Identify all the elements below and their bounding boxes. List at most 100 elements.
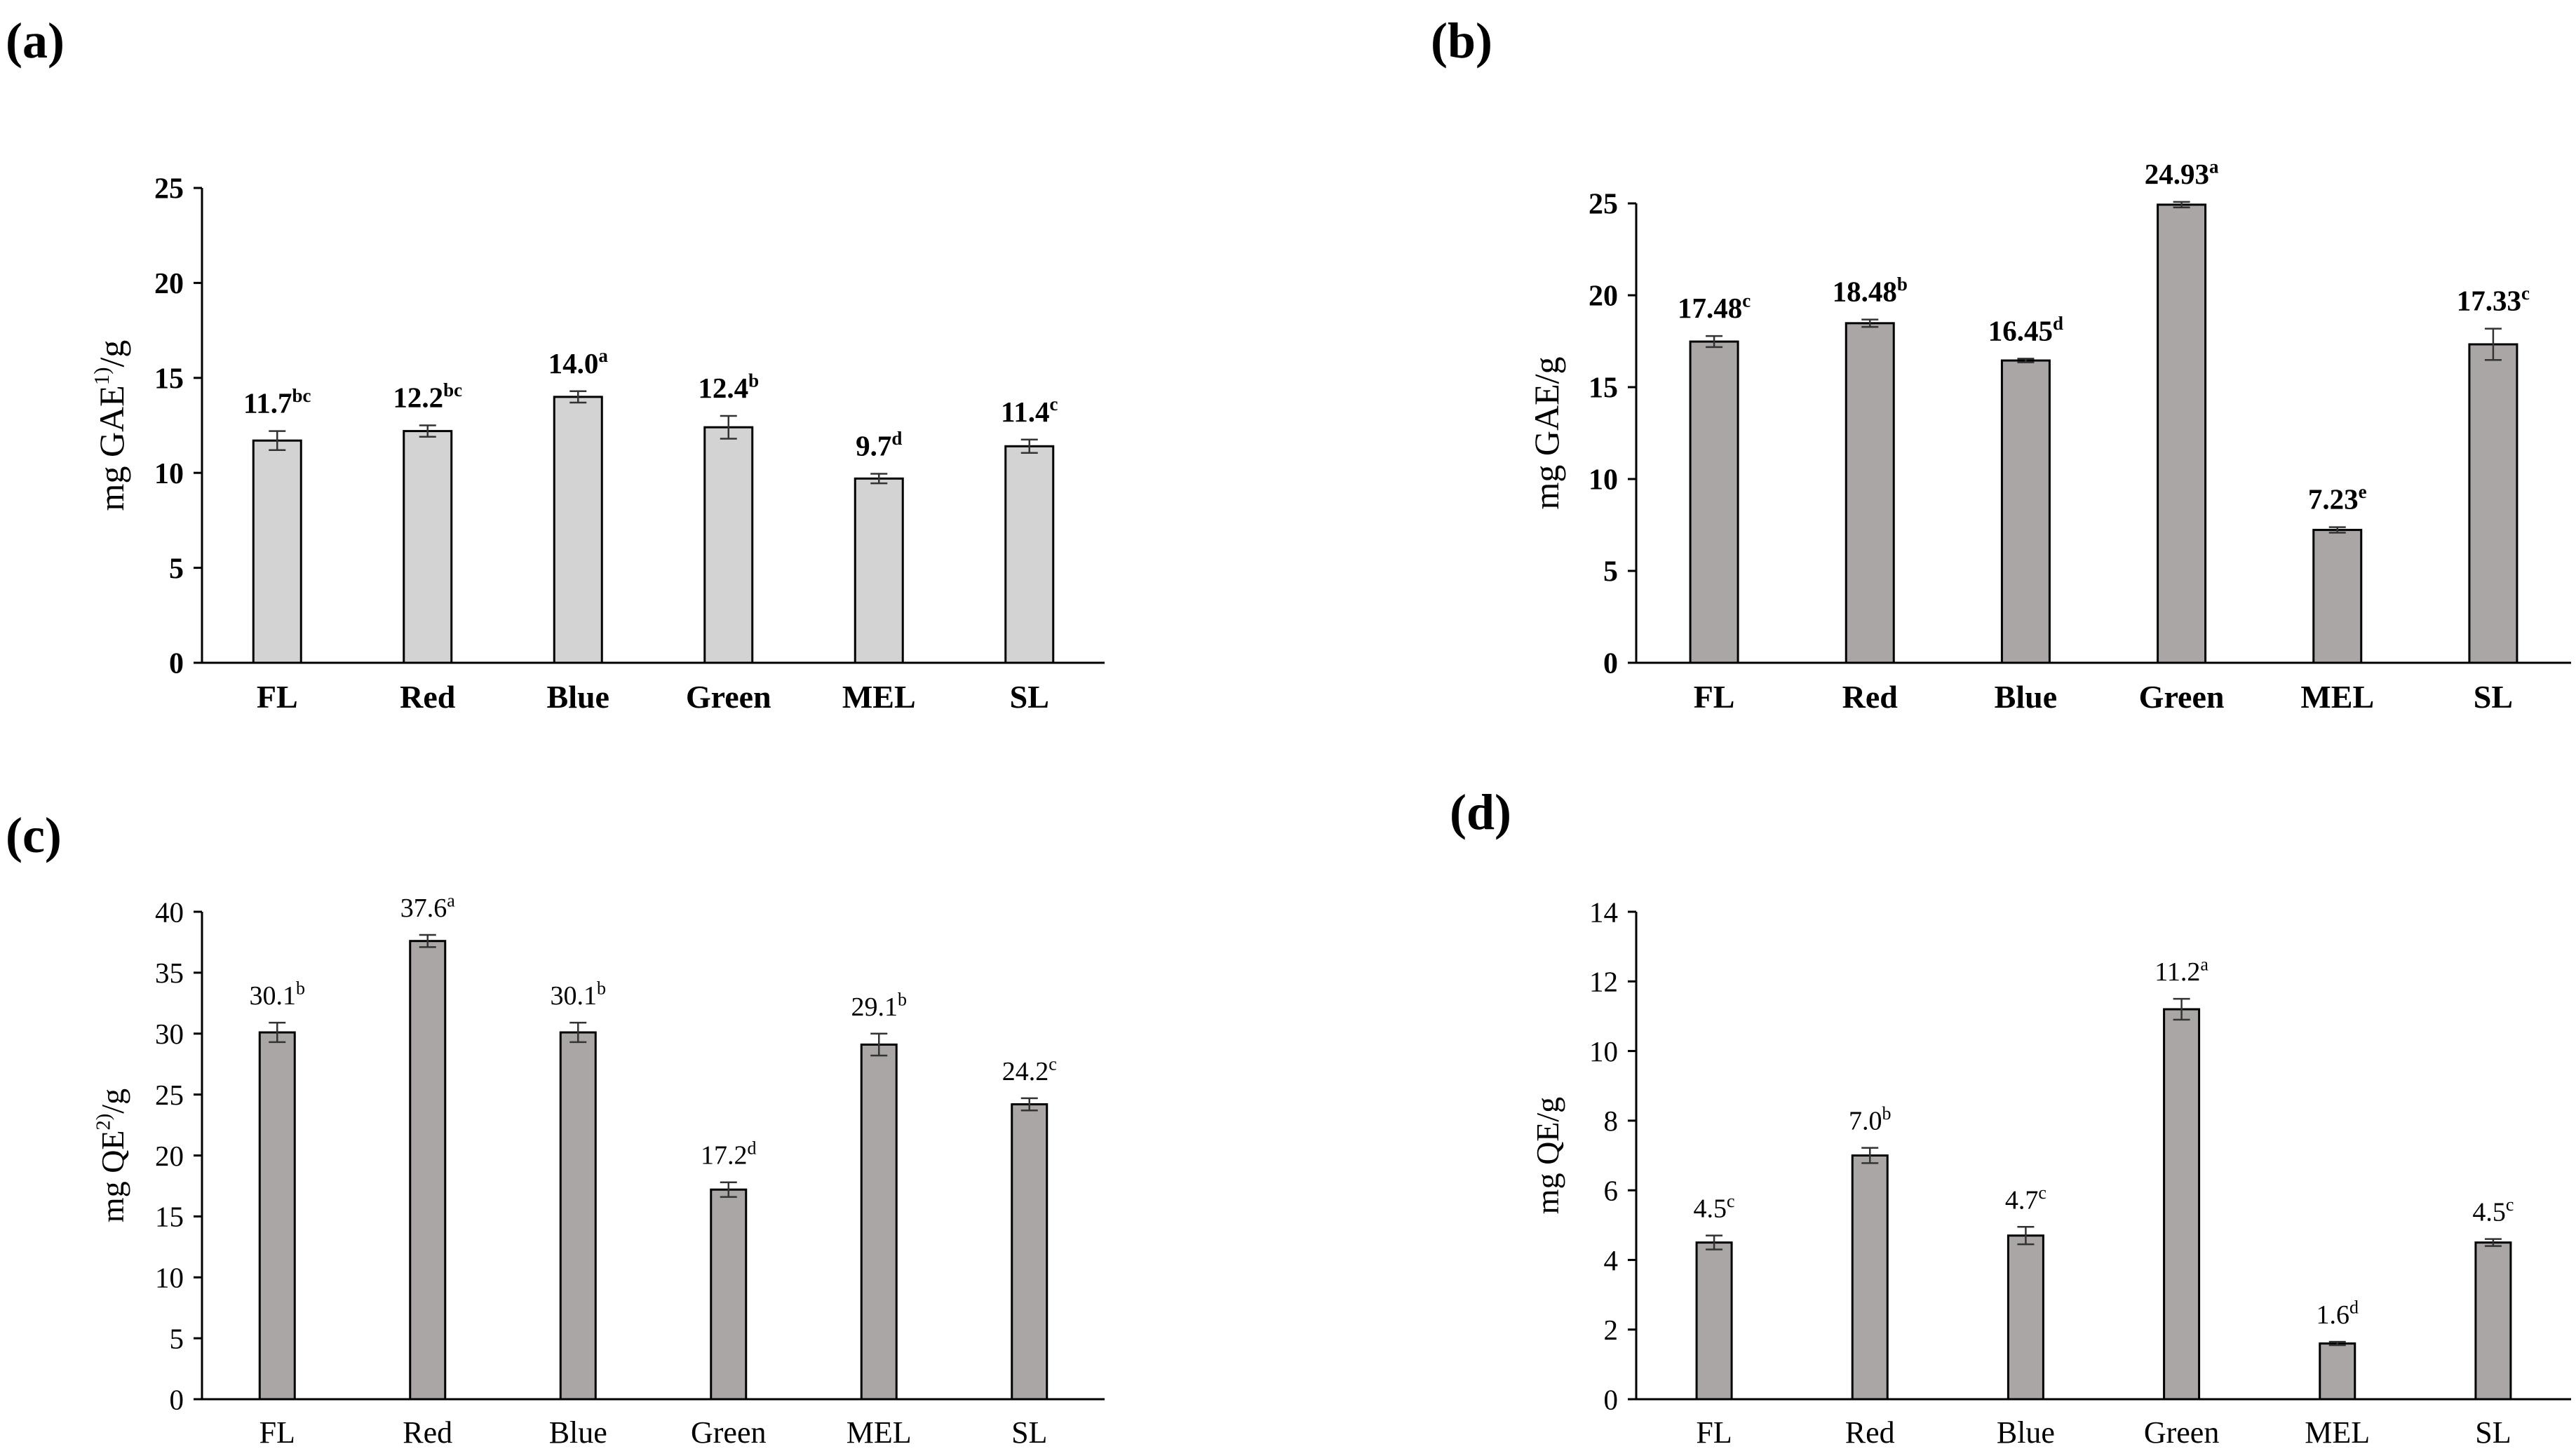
x-tick-label: Green bbox=[2139, 679, 2225, 715]
data-label-letter: c bbox=[1742, 290, 1751, 311]
x-tick-label: FL bbox=[1694, 679, 1735, 715]
data-label-letter: a bbox=[2200, 955, 2209, 975]
y-axis-label-superscript: 2) bbox=[93, 1114, 115, 1131]
data-label-letter: b bbox=[597, 978, 606, 999]
bar-blue bbox=[553, 396, 603, 664]
y-axis-label: mg QE/g bbox=[1530, 1097, 1565, 1214]
y-axis-label-main: mg GAE/g bbox=[1527, 356, 1566, 509]
bar-blue bbox=[559, 1031, 597, 1401]
bar-fl bbox=[1695, 1241, 1733, 1401]
data-label: 12.4b bbox=[698, 370, 759, 404]
data-label-letter: b bbox=[748, 370, 759, 391]
data-label: 24.93a bbox=[2145, 156, 2219, 190]
y-tick-label: 20 bbox=[1589, 281, 1618, 313]
data-label-letter: e bbox=[2359, 481, 2367, 502]
y-tick-label: 4 bbox=[1604, 1244, 1619, 1276]
x-tick-label: FL bbox=[257, 679, 298, 715]
y-tick-label: 5 bbox=[1603, 556, 1618, 588]
x-tick-label: Blue bbox=[1995, 679, 2057, 715]
y-tick-label: 10 bbox=[1589, 464, 1618, 497]
data-label: 12.2bc bbox=[393, 379, 462, 414]
data-label: 4.5c bbox=[2472, 1194, 2514, 1227]
bar-mel bbox=[2319, 1342, 2356, 1401]
y-tick-label: 20 bbox=[154, 268, 184, 300]
bar-fl bbox=[1689, 340, 1739, 664]
data-label-letter: c bbox=[2506, 1194, 2514, 1215]
x-tick-label: Red bbox=[1845, 1415, 1895, 1449]
x-tick-label: MEL bbox=[847, 1415, 912, 1449]
bar-sl bbox=[1011, 1103, 1048, 1401]
x-tick-label: Blue bbox=[1997, 1415, 2055, 1449]
data-label: 24.2c bbox=[1002, 1053, 1057, 1086]
data-label-value: 7.0 bbox=[1849, 1107, 1882, 1136]
data-label-value: 4.5 bbox=[2472, 1198, 2506, 1227]
y-axis-label: mg GAE/g bbox=[1527, 356, 1566, 509]
data-label-value: 30.1 bbox=[551, 981, 598, 1011]
data-label-value: 17.48 bbox=[1678, 292, 1742, 324]
bar-blue bbox=[2000, 359, 2051, 664]
y-tick-label: 15 bbox=[155, 1201, 184, 1233]
y-tick-label: 10 bbox=[154, 458, 184, 490]
data-label-value: 11.2 bbox=[2154, 957, 2200, 987]
panel-label-a: (a) bbox=[6, 13, 65, 69]
data-label: 11.4c bbox=[1001, 393, 1058, 428]
data-label-value: 4.5 bbox=[1694, 1194, 1727, 1224]
x-tick-label: SL bbox=[1010, 679, 1049, 715]
data-label-value: 11.7 bbox=[243, 387, 292, 419]
data-label-value: 14.0 bbox=[548, 347, 599, 379]
data-label-letter: d bbox=[2349, 1298, 2359, 1318]
bar-sl bbox=[2468, 343, 2518, 664]
data-label-value: 1.6 bbox=[2317, 1300, 2350, 1330]
panel-label-b: (b) bbox=[1431, 13, 1492, 69]
y-tick-label: 6 bbox=[1604, 1174, 1619, 1206]
y-axis-label-suffix: /g bbox=[92, 340, 131, 368]
data-label: 29.1b bbox=[851, 989, 908, 1021]
data-label: 37.6a bbox=[400, 891, 456, 923]
x-tick-label: SL bbox=[2474, 679, 2513, 715]
data-label-letter: bc bbox=[292, 385, 311, 406]
y-tick-label: 12 bbox=[1589, 966, 1618, 998]
data-label: 14.0a bbox=[548, 345, 609, 379]
data-label: 4.7c bbox=[2005, 1182, 2046, 1215]
data-label-letter: d bbox=[748, 1138, 757, 1158]
data-label-value: 17.33 bbox=[2457, 285, 2521, 317]
x-tick-label: Green bbox=[2144, 1415, 2220, 1449]
bar-sl bbox=[1004, 445, 1055, 664]
data-label-value: 9.7 bbox=[856, 430, 891, 462]
data-label-letter: c bbox=[2038, 1182, 2046, 1203]
bar-green bbox=[710, 1188, 748, 1401]
y-axis-label-suffix: /g bbox=[95, 1089, 130, 1114]
y-axis-label: mg QE2)/g bbox=[93, 1089, 130, 1222]
data-label: 17.33c bbox=[2457, 283, 2530, 317]
data-label-letter: b bbox=[296, 978, 305, 999]
bar-fl bbox=[258, 1031, 296, 1401]
data-label-letter: d bbox=[2053, 313, 2063, 334]
data-label: 30.1b bbox=[250, 978, 306, 1011]
y-tick-label: 0 bbox=[1603, 648, 1618, 680]
bar-green bbox=[2163, 1008, 2201, 1401]
y-tick-label: 0 bbox=[1604, 1383, 1619, 1415]
y-tick-label: 35 bbox=[155, 957, 184, 989]
y-tick-label: 14 bbox=[1589, 896, 1618, 928]
data-label-letter: a bbox=[447, 891, 455, 911]
data-label-value: 12.2 bbox=[393, 382, 443, 414]
bar-mel bbox=[854, 477, 904, 664]
data-label-letter: d bbox=[891, 428, 902, 449]
x-tick-label: Green bbox=[686, 679, 771, 715]
data-label-letter: bc bbox=[443, 379, 462, 400]
y-tick-label: 25 bbox=[155, 1079, 184, 1111]
data-label: 11.7bc bbox=[243, 385, 311, 419]
data-label-value: 24.2 bbox=[1002, 1057, 1049, 1086]
data-label: 30.1b bbox=[551, 978, 607, 1011]
panel-label-c: (c) bbox=[6, 807, 62, 863]
bar-red bbox=[1851, 1154, 1889, 1401]
bar-red bbox=[403, 430, 453, 664]
data-label-letter: a bbox=[598, 345, 608, 366]
x-tick-label: FL bbox=[259, 1415, 295, 1449]
panel-label-d: (d) bbox=[1450, 784, 1511, 840]
x-tick-label: Red bbox=[400, 679, 456, 715]
data-label: 17.2d bbox=[701, 1138, 757, 1170]
